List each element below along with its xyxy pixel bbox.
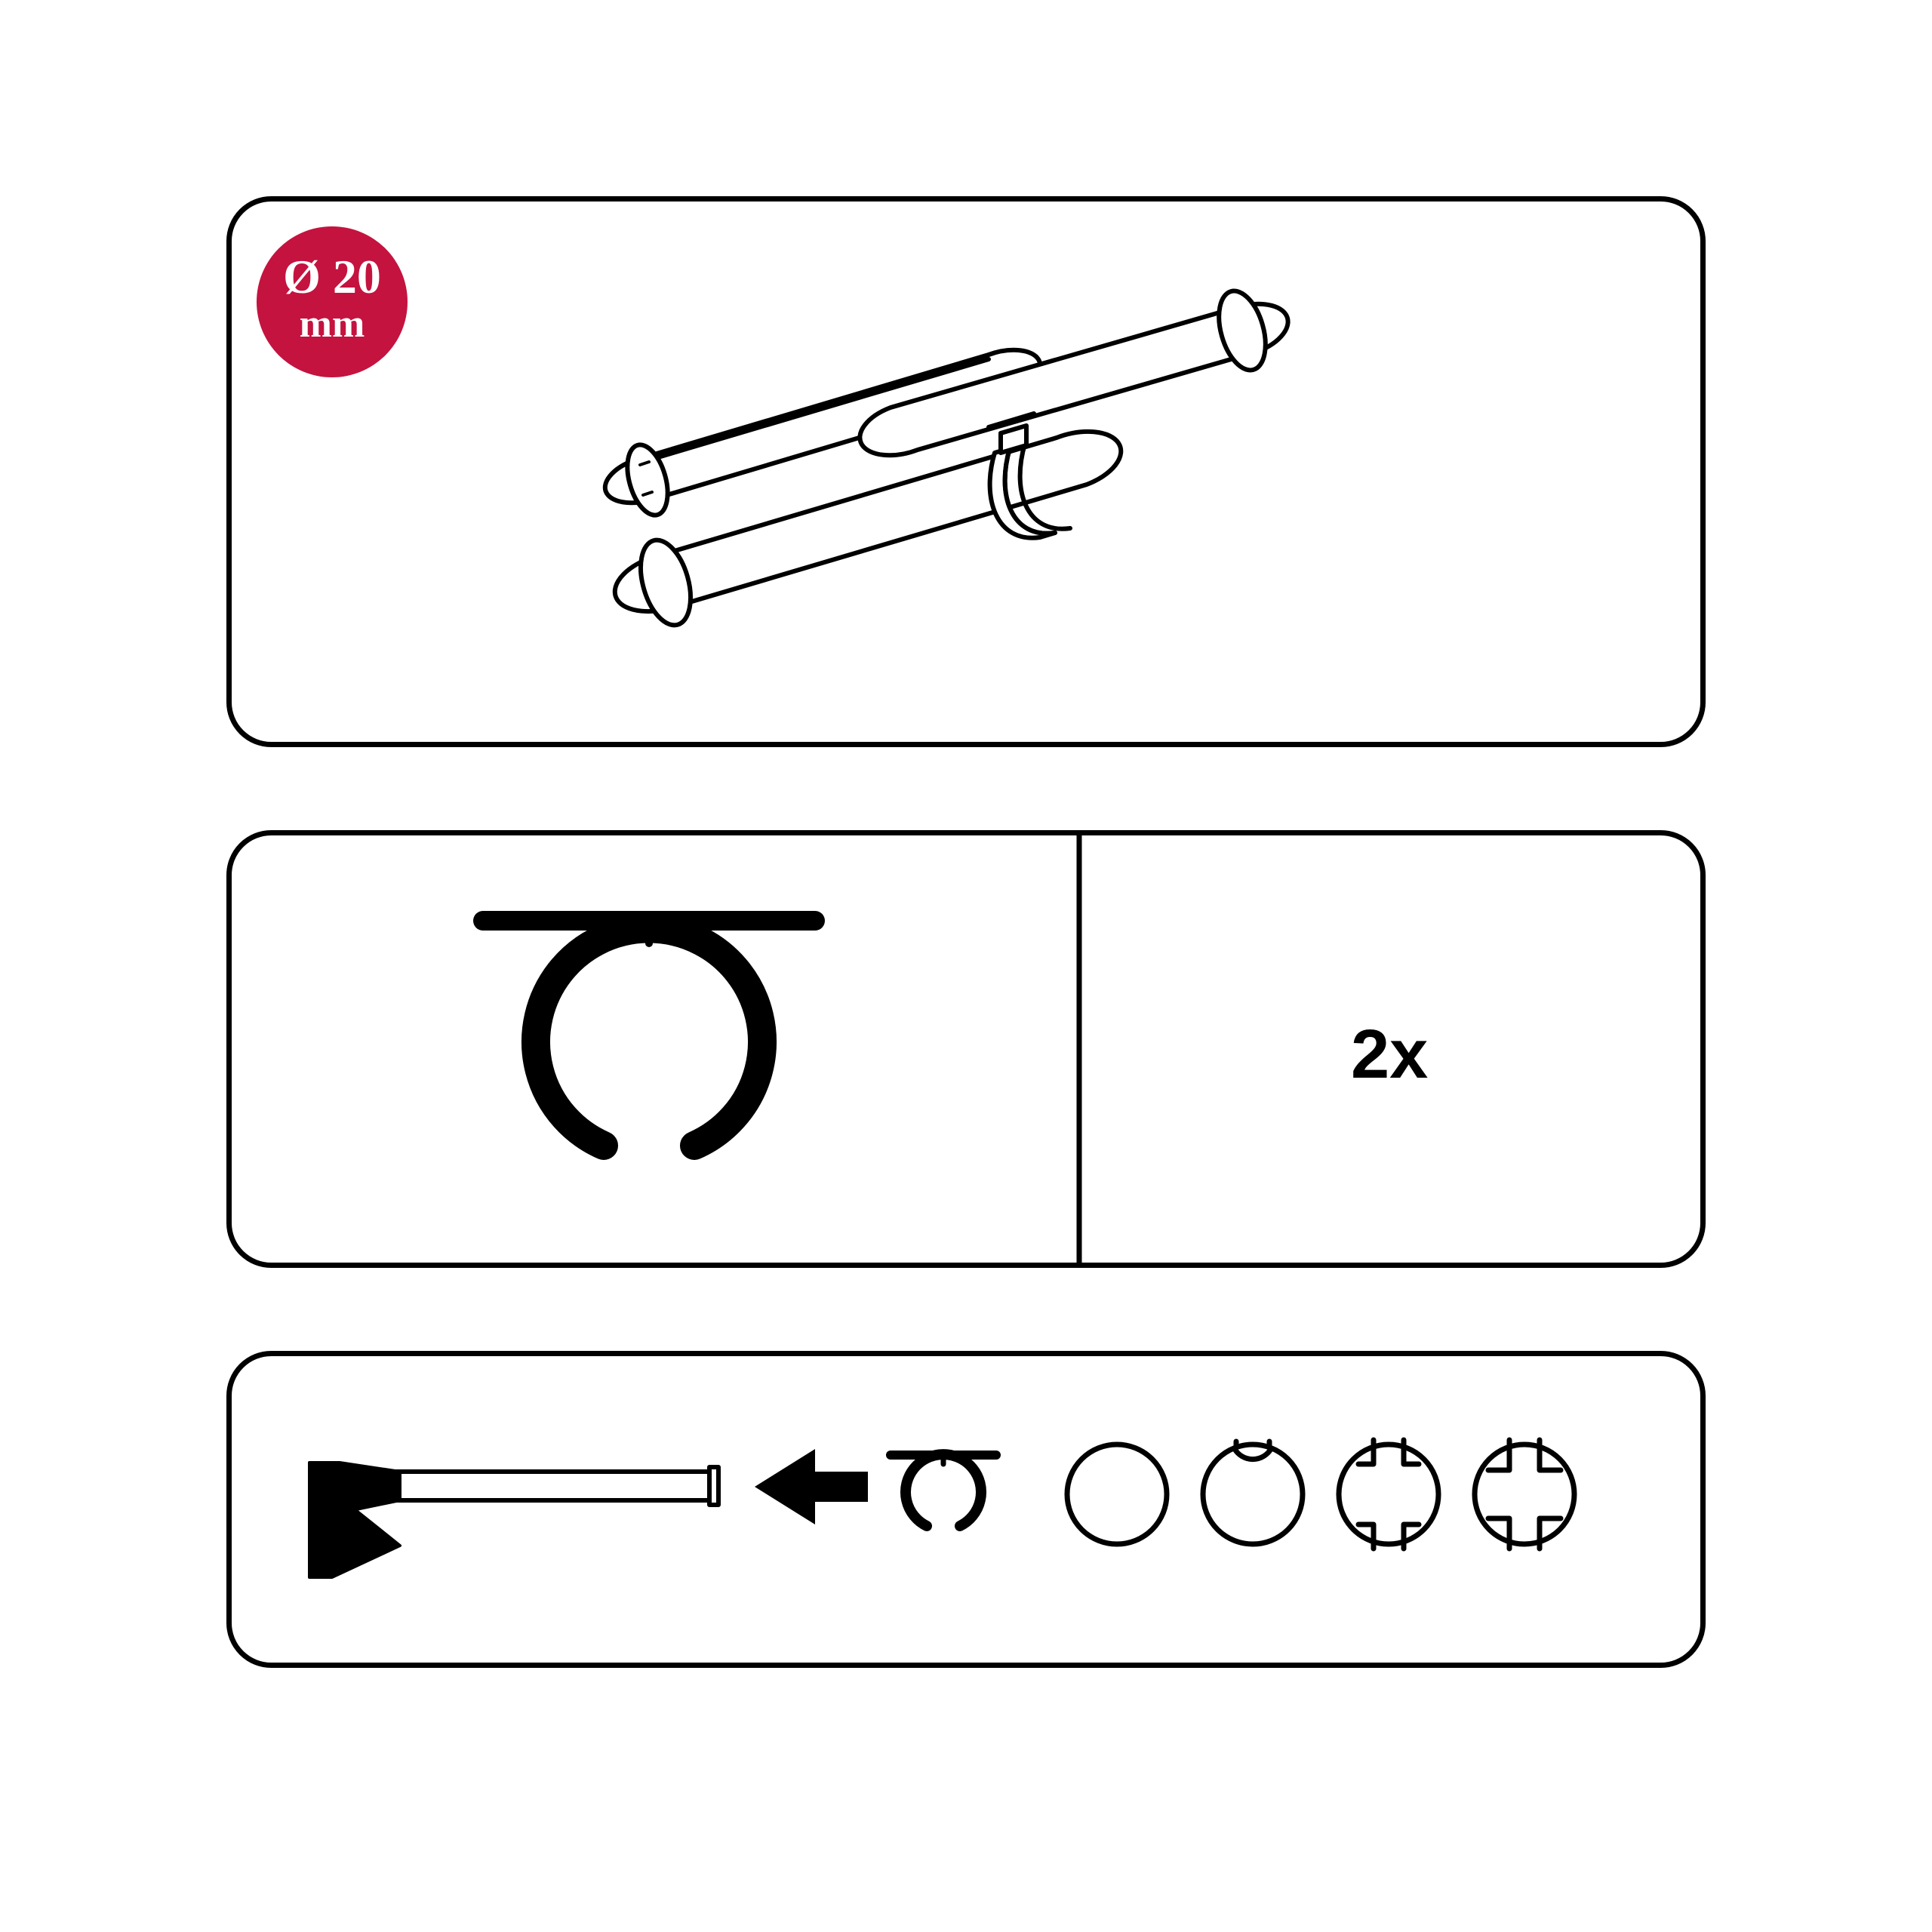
quantity-label: 2x: [1351, 1015, 1428, 1094]
badge-line2: mm: [300, 303, 365, 346]
badge-line1: Ø 20: [283, 250, 381, 303]
panel-1-svg: Ø 20 mm: [226, 196, 1706, 747]
panel-assembly-and-profiles: [226, 1351, 1706, 1668]
panel-3-svg: [226, 1351, 1706, 1668]
diameter-badge: Ø 20 mm: [257, 226, 408, 377]
panel-part-quantity: 2x: [226, 830, 1706, 1268]
instruction-card: Ø 20 mm: [0, 0, 1932, 1932]
panel-2-svg: [226, 830, 1706, 1268]
panel-product-view: Ø 20 mm: [226, 196, 1706, 747]
